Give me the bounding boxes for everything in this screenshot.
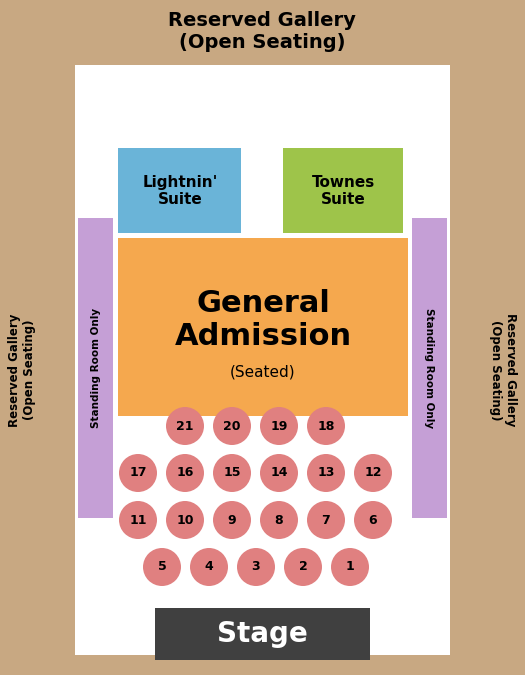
Text: 8: 8 [275,514,284,526]
Text: 6: 6 [369,514,377,526]
Text: 20: 20 [223,419,241,433]
FancyBboxPatch shape [118,148,241,233]
Text: Standing Room Only: Standing Room Only [91,308,101,428]
FancyBboxPatch shape [155,608,370,660]
FancyBboxPatch shape [412,218,447,518]
Circle shape [307,454,345,492]
Text: 2: 2 [299,560,307,574]
Text: 1: 1 [345,560,354,574]
Circle shape [284,548,322,586]
Circle shape [354,501,392,539]
Text: Townes
Suite: Townes Suite [311,175,375,207]
Circle shape [237,548,275,586]
Text: 10: 10 [176,514,194,526]
Text: 3: 3 [251,560,260,574]
Circle shape [166,407,204,445]
FancyBboxPatch shape [75,65,450,655]
Text: 19: 19 [270,419,288,433]
Circle shape [143,548,181,586]
Text: General
Admission: General Admission [174,289,352,351]
Circle shape [213,501,251,539]
Text: 12: 12 [364,466,382,479]
Text: Reserved Gallery
(Open Seating): Reserved Gallery (Open Seating) [8,313,36,427]
Circle shape [213,407,251,445]
Circle shape [166,454,204,492]
Text: 17: 17 [129,466,147,479]
Circle shape [260,501,298,539]
Text: Reserved Gallery
(Open Seating): Reserved Gallery (Open Seating) [489,313,517,427]
Text: Standing Room Only: Standing Room Only [424,308,434,428]
Text: 11: 11 [129,514,147,526]
FancyBboxPatch shape [78,218,113,518]
Circle shape [307,501,345,539]
Circle shape [307,407,345,445]
Text: 7: 7 [322,514,330,526]
Circle shape [260,454,298,492]
Text: 5: 5 [158,560,166,574]
Circle shape [190,548,228,586]
Text: 15: 15 [223,466,241,479]
Circle shape [119,454,157,492]
Circle shape [213,454,251,492]
Circle shape [260,407,298,445]
Text: 16: 16 [176,466,194,479]
Text: 14: 14 [270,466,288,479]
Text: 21: 21 [176,419,194,433]
Text: (Seated): (Seated) [230,364,296,379]
Text: 13: 13 [317,466,335,479]
Circle shape [166,501,204,539]
Circle shape [119,501,157,539]
Text: 4: 4 [205,560,213,574]
Text: Reserved Gallery
(Open Seating): Reserved Gallery (Open Seating) [168,11,356,53]
Text: 9: 9 [228,514,236,526]
FancyBboxPatch shape [283,148,403,233]
FancyBboxPatch shape [118,238,408,416]
Text: Lightnin'
Suite: Lightnin' Suite [142,175,218,207]
Text: 18: 18 [317,419,335,433]
Circle shape [354,454,392,492]
Text: Stage: Stage [217,620,307,648]
Circle shape [331,548,369,586]
